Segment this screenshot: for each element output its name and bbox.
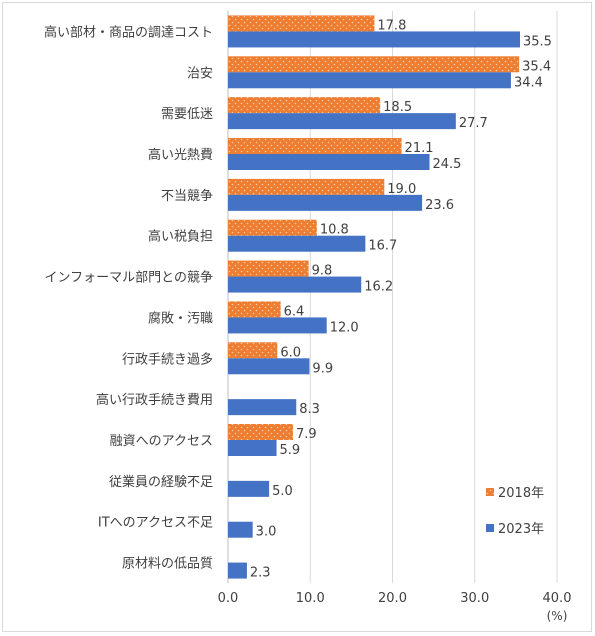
data-label: 6.4: [284, 304, 305, 319]
data-label: 8.3: [299, 402, 320, 417]
bar-2018: [228, 219, 317, 236]
data-label: 35.5: [523, 34, 552, 49]
category-label: 治安: [187, 66, 213, 81]
data-label: 34.4: [514, 75, 543, 90]
bar-2023: [228, 317, 327, 334]
bar-2023: [228, 562, 247, 579]
data-label: 7.9: [296, 427, 317, 442]
data-label: 2.3: [250, 566, 271, 581]
legend-label: 2023年: [498, 522, 544, 537]
category-label: 腐敗・汚職: [148, 311, 213, 326]
x-tick-label: 10.0: [296, 591, 325, 606]
bar-2023: [228, 276, 362, 293]
bar-2018: [228, 424, 293, 440]
bar-2023: [228, 521, 253, 538]
data-label: 16.7: [368, 239, 397, 254]
bars: [228, 15, 520, 579]
category-label: ITへのアクセス不足: [98, 516, 213, 531]
bar-2018: [228, 138, 402, 154]
category-label: 需要低迷: [161, 107, 213, 122]
data-label: 16.2: [364, 280, 393, 295]
category-label: 従業員の経験不足: [109, 474, 213, 490]
data-label: 35.4: [522, 59, 551, 74]
data-label: 18.5: [383, 100, 412, 115]
bar-chart: 0.0 10.0 20.0 30.0 40.0 (%) 高い部材・商品の調達コスト 17.8 3…: [44, 11, 571, 623]
data-label: 10.8: [320, 223, 349, 238]
bar-2018: [228, 178, 385, 195]
bar-2023: [228, 31, 520, 48]
category-label: 不当競争: [161, 189, 213, 204]
x-tick-label: 30.0: [460, 591, 489, 606]
data-label: 5.9: [280, 443, 301, 458]
bar-2023: [228, 72, 511, 89]
bar-2018: [228, 342, 278, 359]
bar-2018: [228, 260, 309, 277]
legend: 2018年 2023年: [486, 486, 544, 537]
data-label: 12.0: [330, 320, 359, 335]
data-label: 23.6: [425, 198, 454, 213]
data-label: 17.8: [377, 18, 406, 33]
data-label: 3.0: [256, 525, 277, 540]
bar-2023: [228, 399, 297, 416]
bar-2018: [228, 301, 281, 318]
category-label: 融資へのアクセス: [110, 434, 213, 449]
data-label: 24.5: [433, 157, 462, 172]
bar-2023: [228, 154, 430, 170]
x-tick-label: 20.0: [378, 591, 407, 606]
category-label: 高い税負担: [148, 229, 213, 245]
bar-2023: [228, 194, 423, 211]
data-label: 6.0: [280, 345, 301, 360]
bar-2023: [228, 440, 277, 456]
category-label: 行政手続き過多: [122, 351, 213, 367]
legend-label: 2018年: [498, 486, 544, 501]
bar-2018: [228, 15, 375, 32]
bar-2023: [228, 358, 310, 375]
data-label: 9.9: [312, 361, 333, 376]
data-label: 21.1: [405, 141, 434, 156]
bar-2023: [228, 480, 270, 497]
legend-swatch: [486, 524, 494, 532]
x-tick-label: 0.0: [218, 591, 239, 606]
x-tick-label: 40.0: [543, 591, 572, 606]
category-label: 高い部材・商品の調達コスト: [44, 24, 213, 40]
category-label: インフォーマル部門との競争: [45, 271, 213, 286]
bar-2023: [228, 235, 366, 252]
bar-2018: [228, 97, 381, 114]
data-label: 5.0: [272, 484, 293, 499]
category-label: 高い行政手続き費用: [96, 392, 213, 408]
bar-2018: [228, 56, 520, 73]
category-label: 原材料の低品質: [122, 557, 213, 572]
data-label: 19.0: [387, 182, 416, 197]
bar-2023: [228, 113, 456, 130]
legend-swatch: [486, 488, 494, 496]
data-label: 9.8: [312, 264, 333, 279]
category-label: 高い光熱費: [148, 147, 213, 163]
data-label: 27.7: [459, 116, 488, 131]
x-unit-label: (%): [547, 609, 568, 623]
grid-lines: [309, 11, 558, 583]
labels: 0.0 10.0 20.0 30.0 40.0 (%) 高い部材・商品の調達コスト 17.8 3…: [44, 18, 571, 623]
